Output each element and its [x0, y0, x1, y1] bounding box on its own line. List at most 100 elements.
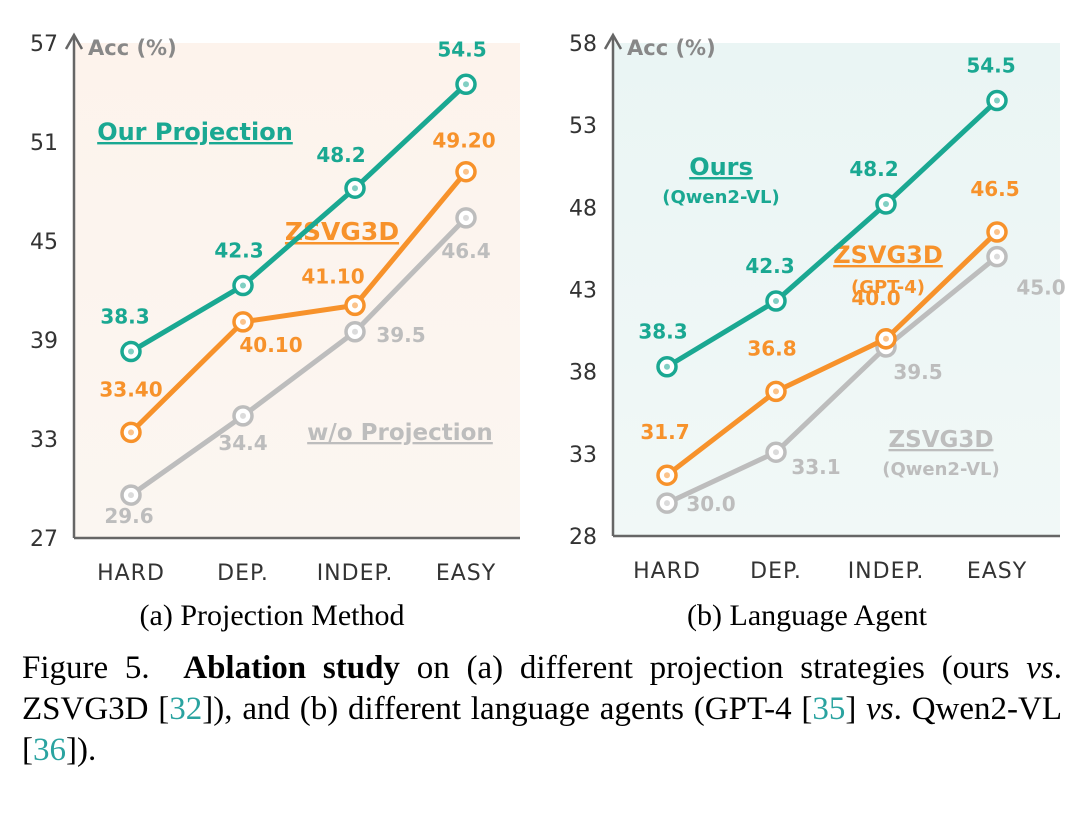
data-label: 42.3: [214, 239, 263, 263]
data-point-dot: [128, 429, 134, 436]
data-point-dot: [773, 298, 779, 305]
data-label: 33.40: [99, 377, 162, 401]
data-label: 45.0: [1016, 276, 1065, 300]
y-tick-label: 43: [569, 279, 597, 304]
data-point-dot: [664, 472, 670, 479]
caption-text-1: on (a) different projection strategies (…: [399, 650, 1027, 686]
data-label: 30.0: [686, 492, 735, 516]
caption-ref-32[interactable]: 32: [169, 691, 203, 727]
x-tick-label: HARD: [97, 561, 165, 586]
y-axis-label: Acc (%): [627, 36, 716, 60]
panel-b-chart: Acc (%) 28 33 38 43 48 53 58 HARD DEP. INDEP. EASY 3…: [569, 32, 1066, 632]
series-name-label: Ours: [689, 153, 753, 181]
data-point-dot: [240, 412, 246, 419]
caption-prefix: Figure 5.: [22, 650, 150, 686]
data-point-dot: [664, 363, 670, 370]
subfigure-caption: (b) Language Agent: [687, 599, 928, 632]
series-sub-label: (GPT-4): [851, 277, 925, 298]
series-line: [665, 230, 999, 478]
y-tick-label: 51: [30, 131, 58, 156]
data-label: 29.6: [104, 504, 153, 528]
data-point-dot: [994, 253, 1000, 260]
data-label: 34.4: [218, 431, 267, 455]
x-tick-label: DEP.: [217, 561, 269, 586]
caption-text-6: ]).: [66, 732, 97, 768]
caption-text-5: . Qwen2-VL [: [22, 691, 1062, 768]
y-tick-label: 28: [569, 525, 597, 550]
series-name-label: w/o Projection: [307, 420, 493, 446]
data-point-dot: [352, 328, 358, 335]
data-label: 39.5: [893, 360, 942, 384]
y-tick-label: 38: [569, 361, 597, 386]
data-point-dot: [240, 282, 246, 289]
series-line: [129, 216, 468, 498]
data-label: 54.5: [966, 54, 1015, 78]
plot-background: [74, 43, 520, 538]
series-line: [665, 98, 999, 369]
data-point-dot: [994, 97, 1000, 104]
series-line: [129, 170, 468, 435]
data-label: 40.0: [851, 286, 900, 310]
y-tick-label: 48: [569, 196, 597, 221]
data-label: 36.8: [747, 336, 796, 360]
data-point-dot: [352, 302, 358, 309]
caption-vs-1: vs: [1026, 650, 1054, 686]
data-label: 48.2: [849, 157, 898, 181]
y-tick-label: 27: [30, 527, 58, 552]
y-tick-label: 33: [30, 428, 58, 453]
series-line: [129, 82, 468, 354]
data-label: 33.1: [791, 455, 840, 479]
data-point-dot: [352, 185, 358, 192]
x-tick-label: HARD: [633, 559, 701, 584]
series-name-label: Our Projection: [97, 118, 293, 146]
series-sub-label: (Qwen2-VL): [662, 187, 780, 208]
y-tick-label: 57: [30, 32, 58, 57]
data-point-dot: [128, 492, 134, 499]
y-tick-label: 33: [569, 443, 597, 468]
series-sub-label: (Qwen2-VL): [882, 459, 1000, 480]
data-point-dot: [240, 318, 246, 325]
data-label: 31.7: [640, 420, 689, 444]
data-point-dot: [128, 348, 134, 355]
data-label: 41.10: [301, 264, 364, 288]
plot-background: [613, 43, 1060, 536]
caption-text-4: ]: [845, 691, 867, 727]
data-point-dot: [883, 335, 889, 342]
y-tick-label: 58: [569, 32, 597, 57]
data-point-dot: [463, 168, 469, 175]
data-point-dot: [463, 81, 469, 88]
subfigure-caption: (a) Projection Method: [140, 599, 405, 632]
x-tick-label: INDEP.: [317, 561, 394, 586]
data-point-dot: [883, 201, 889, 208]
data-label: 46.4: [441, 239, 490, 263]
data-label: 49.20: [432, 129, 495, 153]
y-axis-label: Acc (%): [88, 36, 177, 60]
caption-text-3: ]), and (b) different language agents (G…: [202, 691, 813, 727]
data-label: 40.10: [239, 333, 302, 357]
x-tick-label: EASY: [967, 559, 1027, 584]
caption-vs-2: vs: [866, 691, 894, 727]
caption-ref-35[interactable]: 35: [812, 691, 846, 727]
series-line: [665, 254, 999, 506]
y-axis-arrow-icon: [64, 32, 84, 50]
data-point-dot: [664, 500, 670, 507]
data-point-dot: [773, 449, 779, 456]
series-name-label: ZSVG3D: [833, 241, 943, 269]
x-tick-label: INDEP.: [848, 559, 925, 584]
x-tick-label: DEP.: [750, 559, 802, 584]
x-tick-label: EASY: [436, 561, 496, 586]
data-label: 48.2: [316, 143, 365, 167]
y-tick-label: 53: [569, 114, 597, 139]
caption-ref-36[interactable]: 36: [33, 732, 66, 768]
panel-a-chart: Acc (%) 27 33 39 45 51 57 HARD DEP. INDEP. EASY 29.…: [30, 32, 520, 632]
data-point-dot: [773, 388, 779, 395]
data-label: 42.3: [745, 254, 794, 278]
data-label: 38.3: [100, 305, 149, 329]
y-tick-label: 39: [30, 329, 58, 354]
data-label: 54.5: [437, 37, 486, 61]
data-point-dot: [994, 228, 1000, 235]
figure-canvas: Acc (%) 27 33 39 45 51 57 HARD DEP. INDEP. EASY 29.…: [30, 32, 1066, 632]
caption-bold: Ablation study: [183, 650, 400, 686]
data-label: 39.5: [376, 323, 425, 347]
figure-caption: Figure 5. Ablation study on (a) differen…: [22, 648, 1062, 771]
